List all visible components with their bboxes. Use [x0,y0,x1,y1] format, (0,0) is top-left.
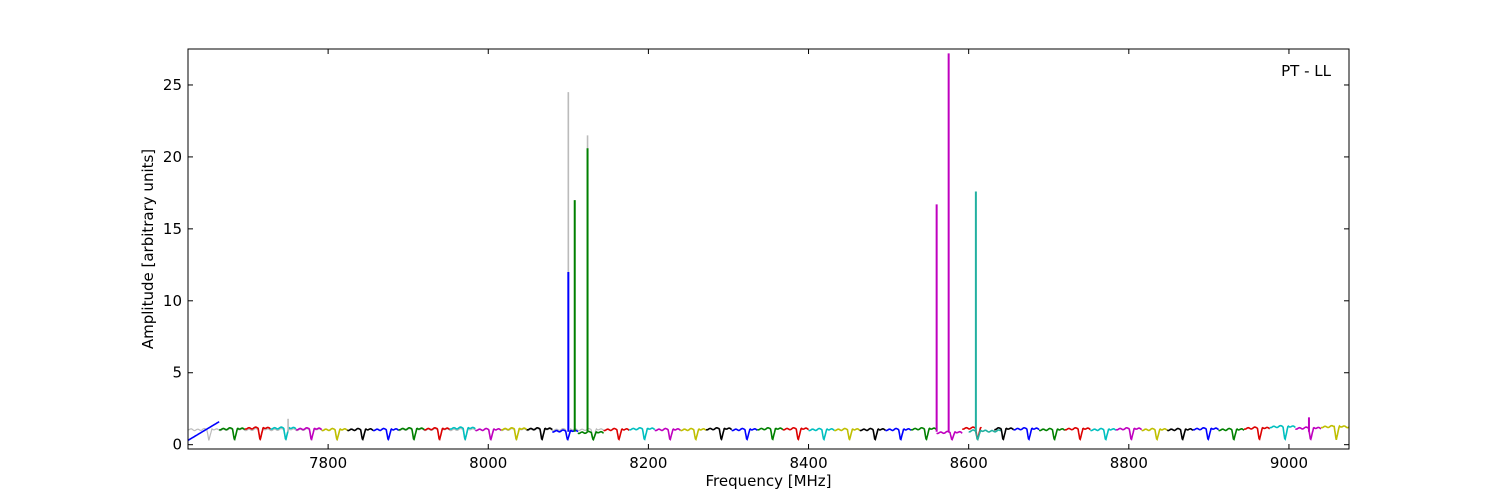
x-tick-label-2: 8200 [629,454,667,472]
series-line-23 [757,426,784,441]
series-line-24 [782,426,809,441]
spike-layer [287,53,1310,432]
series-line-43 [1243,426,1271,441]
y-axis-title: Amplitude [arbitrary units] [139,149,157,349]
plot-area [188,49,1349,449]
series-line-2 [218,426,246,441]
series-line-30 [936,430,963,441]
y-tick-label-0: 0 [172,436,182,454]
series-line-25 [808,427,835,441]
series-line-36 [1064,426,1091,441]
series-line-9 [398,426,425,441]
series-line-18 [628,426,656,441]
series-line-12 [475,427,502,441]
x-tick-label-3: 8400 [789,454,827,472]
series-line-21 [705,426,733,441]
series-layer [188,421,1349,442]
x-tick-label-5: 8800 [1110,454,1148,472]
series-line-3 [244,426,271,441]
series-line-46 [1320,424,1349,440]
y-tick-label-4: 20 [163,148,182,166]
series-line-20 [680,427,707,441]
series-line-32 [968,429,1002,441]
series-line-44 [1269,424,1296,441]
y-tick-label-3: 15 [163,220,182,238]
series-line-5 [295,426,323,441]
axes-frame [187,48,1350,450]
series-line-35 [1038,427,1066,441]
axes-layer: 7800 8000 8200 8400 8600 8800 9000 0 5 10 15 20 25 [163,48,1350,472]
series-line-34 [1013,426,1040,441]
series-line-11 [449,426,476,441]
series-line-15 [552,429,579,441]
y-tick-label-1: 5 [172,364,182,382]
series-line-6 [321,427,348,441]
y-tick-label-2: 10 [163,292,182,310]
series-line-7 [347,427,374,441]
series-line-38 [1115,426,1143,441]
series-line-8 [372,427,400,441]
series-line-14 [526,426,553,441]
x-tick-label-6: 9000 [1270,454,1308,472]
y-tick-label-5: 25 [163,76,182,94]
series-line-37 [1090,427,1117,441]
x-tick-label-0: 7800 [309,454,347,472]
series-line-41 [1192,426,1219,441]
series-line-1 [188,421,220,442]
series-line-40 [1166,427,1194,441]
series-line-19 [654,427,681,441]
x-tick-label-1: 8000 [469,454,507,472]
plot-background [188,49,1349,449]
series-line-16 [577,430,604,441]
series-line-27 [859,427,886,441]
series-line-22 [731,427,758,441]
x-axis-title: Frequency [MHz] [705,472,831,490]
series-line-28 [885,427,912,441]
series-line-4 [270,426,297,441]
series-line-29 [910,426,938,441]
series-line-42 [1218,427,1245,441]
annotation-label: PT - LL [1281,62,1332,80]
series-line-26 [833,427,861,441]
series-line-33 [994,426,1014,441]
x-tick-label-4: 8600 [950,454,988,472]
series-line-10 [423,426,451,441]
series-line-39 [1141,427,1168,441]
series-line-13 [500,426,528,441]
series-line-17 [603,427,630,441]
